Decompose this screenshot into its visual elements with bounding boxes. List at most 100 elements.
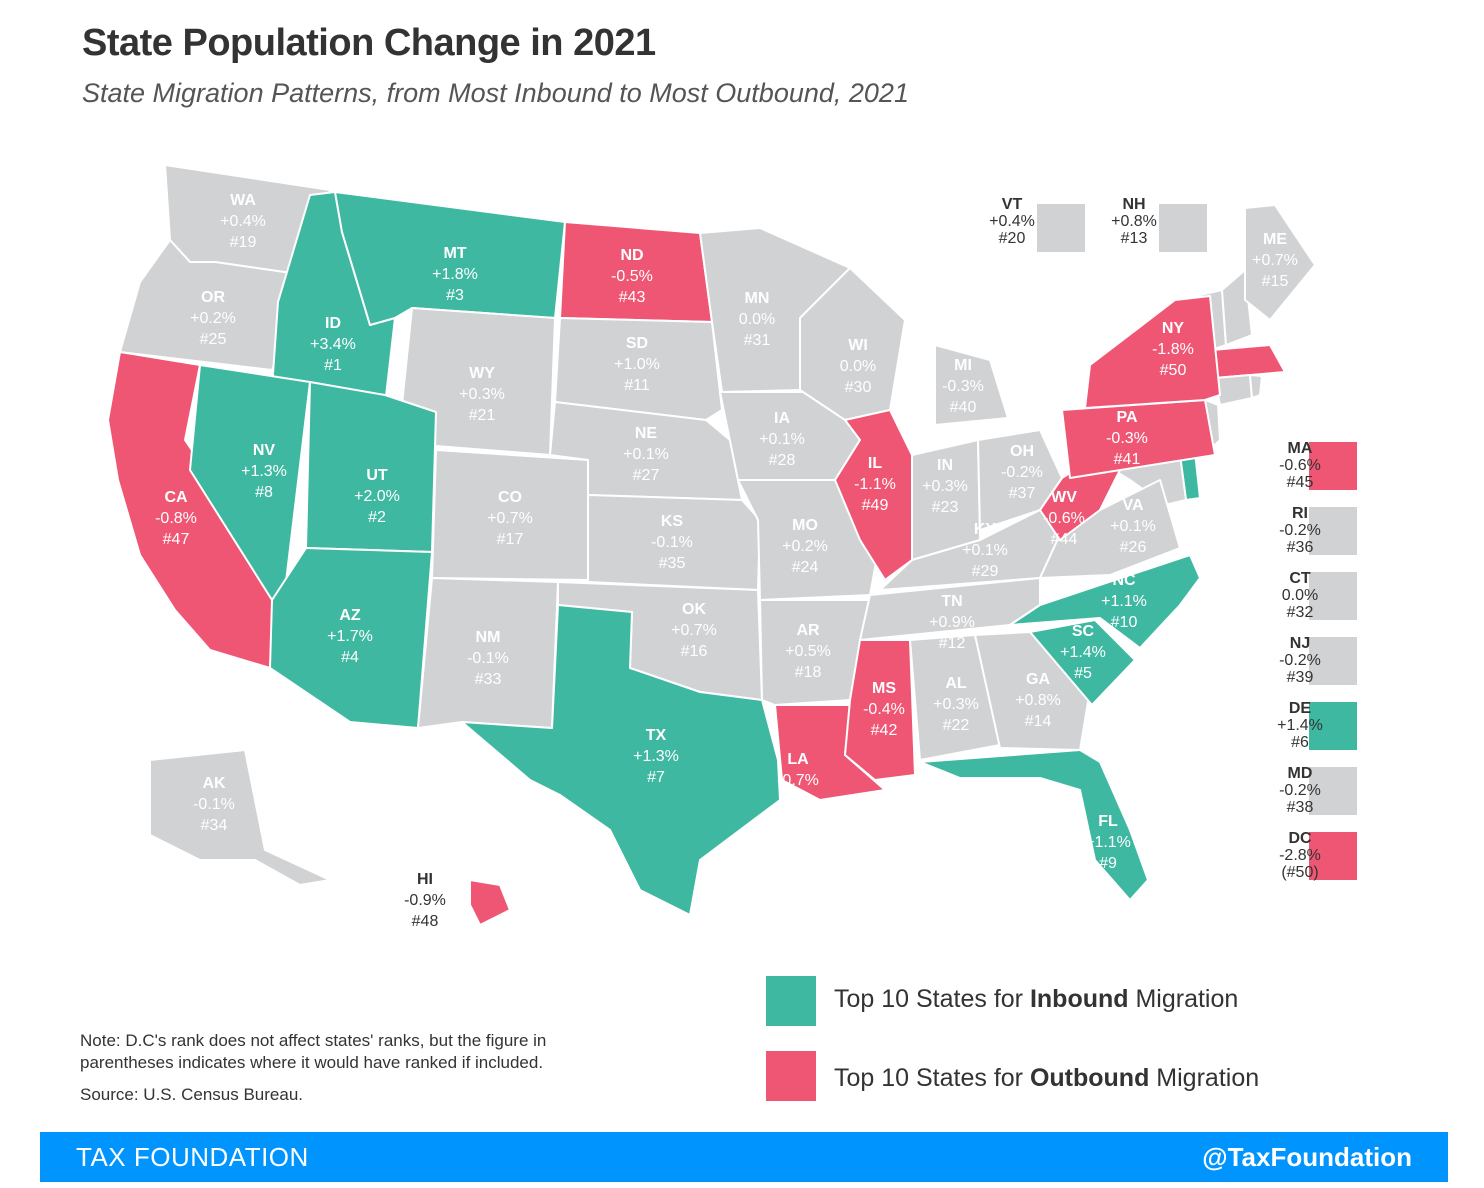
legend-inbound-swatch [766, 976, 816, 1026]
label-fl-rank: #9 [1099, 855, 1117, 872]
label-or-rank: #25 [200, 331, 227, 348]
label-ky-rank: #29 [972, 563, 999, 580]
label-nc-rank: #10 [1111, 614, 1138, 631]
label-in-change: +0.3% [922, 478, 968, 495]
side-label-md-abbr: MD [1288, 765, 1313, 782]
state-ar[interactable] [759, 599, 871, 706]
label-ar-rank: #18 [795, 664, 822, 681]
state-nc[interactable] [1009, 554, 1201, 649]
label-wi-change: 0.0% [840, 358, 876, 375]
label-co-rank: #17 [497, 531, 524, 548]
legend-outbound-prefix: Top 10 States for [834, 1064, 1030, 1092]
label-or-change: +0.2% [190, 310, 236, 327]
state-sd[interactable] [554, 317, 723, 421]
side-box-ct[interactable] [1307, 570, 1359, 622]
label-oh-change: -0.2% [1001, 464, 1043, 481]
label-co-abbr: CO [498, 489, 522, 506]
label-mo-change: +0.2% [782, 538, 828, 555]
label-ms-change: -0.4% [863, 701, 905, 718]
state-ca[interactable] [107, 351, 276, 669]
state-ak[interactable] [149, 749, 331, 886]
label-hi-abbr: HI [417, 871, 433, 888]
small-box-vt[interactable] [1035, 202, 1087, 254]
label-ks-change: -0.1% [651, 534, 693, 551]
side-box-ma[interactable] [1307, 440, 1359, 492]
state-hi[interactable] [469, 879, 511, 926]
label-me-change: +0.7% [1252, 252, 1298, 269]
side-label-md-change: -0.2% [1279, 782, 1321, 799]
side-box-md[interactable] [1307, 765, 1359, 817]
label-nc-change: +1.1% [1101, 593, 1147, 610]
label-oh-abbr: OH [1010, 443, 1034, 460]
label-pa-abbr: PA [1116, 409, 1137, 426]
label-ga-abbr: GA [1026, 671, 1050, 688]
label-ny-rank: #50 [1160, 362, 1187, 379]
label-id-change: +3.4% [310, 336, 356, 353]
side-label-nj-change: -0.2% [1279, 652, 1321, 669]
footnote: Note: D.C's rank does not affect states'… [80, 1031, 547, 1072]
small-label-vt-rank: #20 [999, 230, 1026, 247]
label-al-change: +0.3% [933, 696, 979, 713]
label-ok-rank: #16 [681, 643, 708, 660]
label-sc-abbr: SC [1072, 623, 1095, 640]
label-pa-change: -0.3% [1106, 430, 1148, 447]
label-al-rank: #22 [943, 717, 970, 734]
side-box-ri[interactable] [1307, 505, 1359, 557]
legend-inbound-prefix: Top 10 States for [834, 985, 1030, 1013]
state-fl[interactable] [919, 749, 1149, 901]
side-box-dc[interactable] [1307, 830, 1359, 882]
label-fl-change: +1.1% [1085, 834, 1131, 851]
side-box-nj[interactable] [1307, 635, 1359, 687]
label-tx-abbr: TX [646, 727, 667, 744]
legend-outbound-label: Top 10 States for Outbound Migration [834, 1064, 1259, 1093]
small-label-vt-abbr: VT [1002, 196, 1023, 213]
legend-inbound-suffix: Migration [1128, 985, 1239, 1013]
label-mt-rank: #3 [446, 287, 464, 304]
label-mi-abbr: MI [954, 357, 972, 374]
state-ny[interactable] [1084, 295, 1221, 409]
label-nd-rank: #43 [619, 289, 646, 306]
label-id-abbr: ID [325, 315, 341, 332]
footer-handle[interactable]: @TaxFoundation [1202, 1142, 1412, 1172]
side-box-de[interactable] [1307, 700, 1359, 752]
side-label-de-abbr: DE [1289, 700, 1312, 717]
label-wv-rank: #44 [1051, 531, 1078, 548]
label-ca-abbr: CA [164, 489, 188, 506]
state-il[interactable] [834, 409, 913, 581]
state-mi[interactable] [934, 344, 1009, 426]
shape-MA [1211, 344, 1286, 379]
state-ga[interactable] [974, 631, 1091, 751]
label-tn-change: +0.9% [929, 614, 975, 631]
side-label-nj-abbr: NJ [1290, 635, 1310, 652]
label-ny-change: -1.8% [1152, 341, 1194, 358]
label-ks-abbr: KS [661, 513, 684, 530]
label-va-change: +0.1% [1110, 518, 1156, 535]
side-label-dc-change: -2.8% [1279, 847, 1321, 864]
label-oh-rank: #37 [1009, 485, 1036, 502]
label-az-rank: #4 [341, 649, 359, 666]
side-label-dc-abbr: DC [1288, 830, 1312, 847]
footer-brand: TAX FOUNDATION [76, 1142, 309, 1172]
chart-subtitle: State Migration Patterns, from Most Inbo… [82, 78, 909, 108]
label-tn-abbr: TN [941, 593, 962, 610]
legend-outbound-bold: Outbound [1029, 1064, 1150, 1092]
label-ar-change: +0.5% [785, 643, 831, 660]
small-label-nh-abbr: NH [1122, 196, 1145, 213]
state-sc[interactable] [1029, 619, 1136, 706]
label-az-abbr: AZ [339, 607, 361, 624]
label-ak-rank: #34 [201, 817, 228, 834]
label-nd-abbr: ND [620, 247, 643, 264]
label-ne-change: +0.1% [623, 446, 669, 463]
small-box-nh[interactable] [1157, 202, 1209, 254]
state-me[interactable] [1244, 204, 1316, 321]
side-label-nj-rank: #39 [1287, 669, 1314, 686]
shape-RI [1249, 374, 1263, 399]
label-ne-rank: #27 [633, 467, 660, 484]
label-wy-rank: #21 [469, 407, 496, 424]
side-label-ma-rank: #45 [1287, 474, 1314, 491]
label-nd-change: -0.5% [611, 268, 653, 285]
label-nm-abbr: NM [476, 629, 501, 646]
label-mn-abbr: MN [745, 290, 770, 307]
state-tx[interactable] [461, 604, 781, 916]
label-al-abbr: AL [945, 675, 967, 692]
